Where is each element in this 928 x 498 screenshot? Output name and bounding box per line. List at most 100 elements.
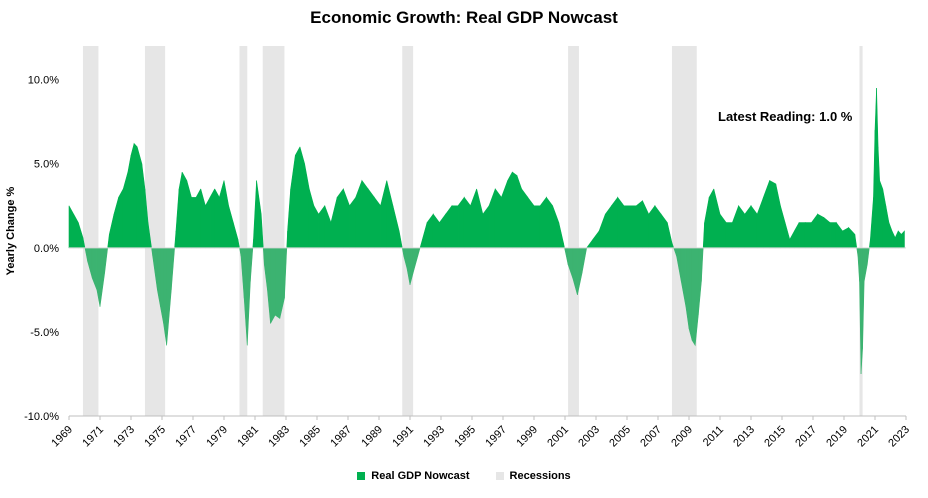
gdp-area-segment <box>336 188 344 249</box>
gdp-area-segment <box>563 242 565 249</box>
gdp-area-segment <box>527 196 535 249</box>
gdp-area-segment <box>205 197 211 249</box>
gdp-area-segment <box>324 205 332 249</box>
gdp-area-segment <box>769 180 777 249</box>
gdp-area-segment <box>284 247 288 299</box>
gdp-area-segment <box>586 238 594 249</box>
gdp-area-segment <box>750 204 758 249</box>
gdp-area-segment <box>605 204 612 249</box>
gdp-area-segment <box>290 155 296 249</box>
gdp-area-segment <box>829 222 837 249</box>
gdp-area-segment <box>511 171 518 249</box>
gdp-area-segment <box>136 146 143 249</box>
gdp-area-segment <box>611 196 618 249</box>
legend: Real GDP Nowcast Recessions <box>0 470 928 482</box>
gdp-area-segment <box>763 180 770 249</box>
gdp-area-segment <box>253 180 257 249</box>
recession-band <box>859 46 863 416</box>
gdp-area-segment <box>654 204 662 249</box>
gdp-area-segment <box>274 247 281 320</box>
gdp-area-segment <box>73 214 79 249</box>
gdp-area-segment <box>463 196 471 249</box>
gdp-area-segment <box>482 204 490 249</box>
recession-band <box>144 46 166 416</box>
y-tick-label: 10.0% <box>28 75 59 87</box>
x-tick-label: 1987 <box>328 424 354 450</box>
x-tick-label: 1975 <box>142 424 168 450</box>
gdp-area-segment <box>885 205 890 249</box>
gdp-area-segment <box>854 234 858 249</box>
x-tick-label: 2015 <box>762 424 788 450</box>
gdp-area-segment <box>866 247 870 265</box>
x-tick-label: 2007 <box>638 424 664 450</box>
gdp-area-segment <box>118 188 124 249</box>
y-tick-label: 5.0% <box>34 159 59 171</box>
gdp-area-segment <box>299 146 305 249</box>
gdp-area-segment <box>817 213 825 249</box>
gdp-area-segment <box>195 188 202 249</box>
gdp-area-segment <box>141 163 146 249</box>
gdp-area-segment <box>133 142 138 249</box>
gdp-area-segment <box>412 247 419 274</box>
gdp-area-segment <box>629 205 637 249</box>
legend-label-gdp: Real GDP Nowcast <box>371 470 470 482</box>
gdp-area-segment <box>250 247 254 282</box>
gdp-area-segment <box>445 204 453 249</box>
gdp-area-segment <box>99 247 105 307</box>
gdp-area-segment <box>780 205 786 249</box>
y-tick-labels: 10.0% 5.0% 0.0% -5.0% -10.0% <box>24 75 59 423</box>
gdp-area-segment <box>507 171 513 249</box>
gdp-area-segment <box>68 205 74 249</box>
gdp-area-segment <box>246 247 251 346</box>
gdp-area-segment <box>166 247 172 346</box>
x-tick-label: 1971 <box>80 424 106 450</box>
gdp-area-segment <box>738 204 746 249</box>
gdp-area-segment <box>501 180 508 249</box>
gdp-area-segment <box>104 247 109 274</box>
x-tick-label: 2013 <box>731 424 757 450</box>
gdp-area-segment <box>804 222 812 249</box>
gdp-area-segment <box>516 175 522 249</box>
gdp-area-segment <box>122 172 129 249</box>
x-tick-label: 1981 <box>235 424 261 450</box>
gdp-area-segment <box>863 247 868 282</box>
gdp-area-series <box>68 88 905 374</box>
gdp-area-segment <box>894 230 899 249</box>
gdp-area-segment <box>419 239 423 249</box>
gdp-area-segment <box>175 188 180 249</box>
gdp-area-segment <box>848 226 856 249</box>
gdp-area-segment <box>308 188 315 249</box>
gdp-area-segment <box>432 213 440 249</box>
gdp-area-segment <box>426 213 434 249</box>
gdp-area-segment <box>756 197 764 249</box>
x-tick-label: 1997 <box>483 424 509 450</box>
gdp-area-segment <box>539 196 547 249</box>
gdp-area-segment <box>811 213 818 249</box>
chart-title: Economic Growth: Real GDP Nowcast <box>310 8 618 27</box>
recession-band <box>568 46 579 416</box>
gdp-area-segment <box>287 188 291 249</box>
gdp-area-segment <box>367 188 375 249</box>
gdp-area-segment <box>660 213 668 249</box>
gdp-area-segment <box>648 204 656 249</box>
gdp-area-segment <box>784 222 791 249</box>
gdp-area-segment <box>457 196 465 249</box>
gdp-area-segment <box>417 247 421 257</box>
gdp-area-segment <box>233 222 239 249</box>
legend-label-recessions: Recessions <box>509 470 571 482</box>
gdp-area-segment <box>237 239 240 249</box>
recession-bands <box>82 46 863 416</box>
gdp-area-segment <box>882 188 887 249</box>
gdp-area-segment <box>775 183 781 249</box>
legend-swatch-gdp <box>357 472 366 480</box>
gdp-area-segment <box>209 188 215 249</box>
x-tick-label: 1989 <box>359 424 385 450</box>
gdp-area-segment <box>592 230 600 249</box>
x-tick-label: 1993 <box>421 424 447 450</box>
x-tick-label: 2023 <box>886 424 912 450</box>
gdp-area-segment <box>701 247 704 282</box>
recession-band <box>82 46 99 416</box>
gdp-area-segment <box>617 196 625 249</box>
gdp-area-segment <box>171 247 175 290</box>
recession-band <box>262 46 285 416</box>
